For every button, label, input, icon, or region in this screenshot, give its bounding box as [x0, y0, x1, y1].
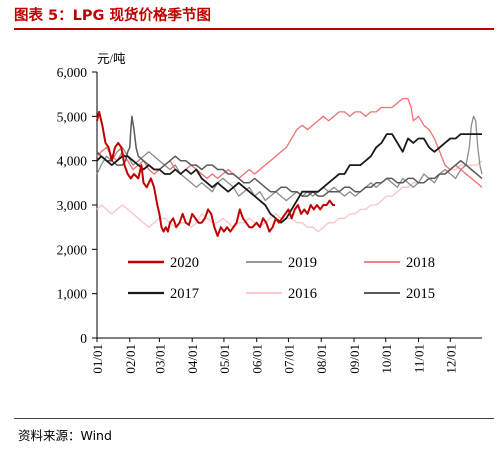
x-tick-label: 09/01 — [347, 344, 362, 374]
y-tick-label: 4,000 — [57, 154, 88, 169]
y-tick-label: 5,000 — [57, 109, 88, 124]
legend-label-2018: 2018 — [406, 255, 435, 271]
y-axis: 0 1,000 2,000 3,000 4,000 5,000 6,000 — [57, 65, 98, 346]
legend-label-2017: 2017 — [170, 286, 199, 302]
x-tick-label: 03/01 — [152, 344, 167, 374]
x-tick-label: 04/01 — [185, 344, 200, 374]
series-line-2020 — [96, 110, 335, 237]
y-tick-label: 0 — [80, 331, 87, 346]
x-tick-label: 08/01 — [314, 344, 329, 374]
source-note: 资料来源：Wind — [18, 428, 112, 443]
x-tick-label: 02/01 — [123, 344, 138, 374]
x-tick-label: 06/01 — [250, 344, 265, 374]
series-line-2017 — [96, 133, 482, 224]
x-tick-label: 05/01 — [217, 344, 232, 374]
x-tick-label: 11/01 — [412, 344, 427, 373]
x-axis: 01/01 02/01 03/01 04/01 05/01 06/01 07/01 08/01… — [90, 337, 482, 374]
x-tick-label: 07/01 — [281, 344, 296, 374]
y-tick-label: 3,000 — [57, 198, 88, 213]
legend: 2020 2019 2018 2017 2016 2015 — [128, 255, 435, 302]
y-unit-label: 元/吨 — [97, 52, 126, 66]
y-tick-label: 2,000 — [57, 242, 88, 257]
legend-label-2016: 2016 — [288, 286, 317, 302]
y-tick-label: 1,000 — [57, 287, 88, 302]
legend-label-2019: 2019 — [288, 255, 317, 271]
y-tick-label: 6,000 — [57, 65, 88, 80]
x-tick-label: 01/01 — [90, 344, 105, 374]
legend-label-2015: 2015 — [406, 286, 435, 302]
figure-title: 图表 5：LPG 现货价格季节图 — [14, 8, 211, 24]
title-rule — [14, 28, 494, 30]
x-tick-label: 12/01 — [443, 344, 458, 374]
x-tick-label: 10/01 — [379, 344, 394, 374]
series-line-2015 — [96, 115, 483, 197]
series-layer — [96, 97, 483, 237]
legend-label-2020: 2020 — [170, 255, 199, 271]
source-rule — [14, 418, 494, 419]
